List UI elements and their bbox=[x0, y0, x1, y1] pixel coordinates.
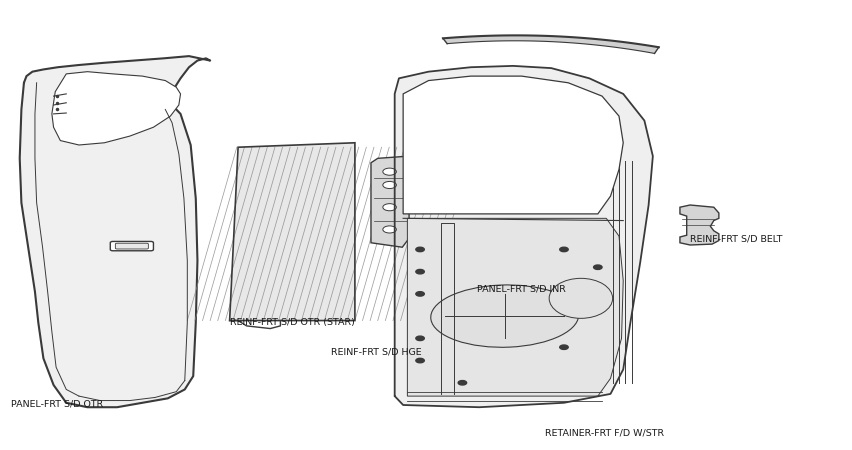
Circle shape bbox=[594, 265, 602, 270]
Text: RETAINER-FRT F/D W/STR: RETAINER-FRT F/D W/STR bbox=[544, 428, 664, 437]
FancyBboxPatch shape bbox=[110, 242, 153, 251]
Text: REINF-FRT S/D OTR (STAR): REINF-FRT S/D OTR (STAR) bbox=[230, 318, 354, 327]
Circle shape bbox=[383, 204, 396, 211]
Polygon shape bbox=[680, 205, 719, 245]
Text: PANEL-FRT S/D OTR: PANEL-FRT S/D OTR bbox=[11, 400, 103, 409]
Text: PANEL-FRT S/D INR: PANEL-FRT S/D INR bbox=[477, 285, 566, 294]
Polygon shape bbox=[230, 143, 355, 320]
Text: REINF-FRT S/D HGE: REINF-FRT S/D HGE bbox=[331, 347, 422, 356]
Polygon shape bbox=[371, 156, 409, 247]
Ellipse shape bbox=[550, 279, 613, 318]
Circle shape bbox=[416, 247, 424, 252]
Circle shape bbox=[416, 336, 424, 341]
Polygon shape bbox=[20, 56, 210, 407]
Circle shape bbox=[416, 270, 424, 274]
FancyBboxPatch shape bbox=[115, 243, 148, 249]
Polygon shape bbox=[403, 76, 623, 214]
Circle shape bbox=[383, 226, 396, 233]
Polygon shape bbox=[407, 218, 623, 396]
Polygon shape bbox=[443, 36, 659, 54]
Circle shape bbox=[416, 358, 424, 363]
Circle shape bbox=[383, 181, 396, 189]
Circle shape bbox=[383, 168, 396, 175]
Circle shape bbox=[416, 292, 424, 296]
Circle shape bbox=[560, 247, 568, 252]
Circle shape bbox=[458, 381, 467, 385]
Circle shape bbox=[560, 345, 568, 350]
Polygon shape bbox=[52, 72, 181, 145]
Ellipse shape bbox=[431, 285, 579, 347]
Polygon shape bbox=[394, 66, 653, 407]
Text: REINF-FRT S/D BELT: REINF-FRT S/D BELT bbox=[690, 235, 783, 244]
